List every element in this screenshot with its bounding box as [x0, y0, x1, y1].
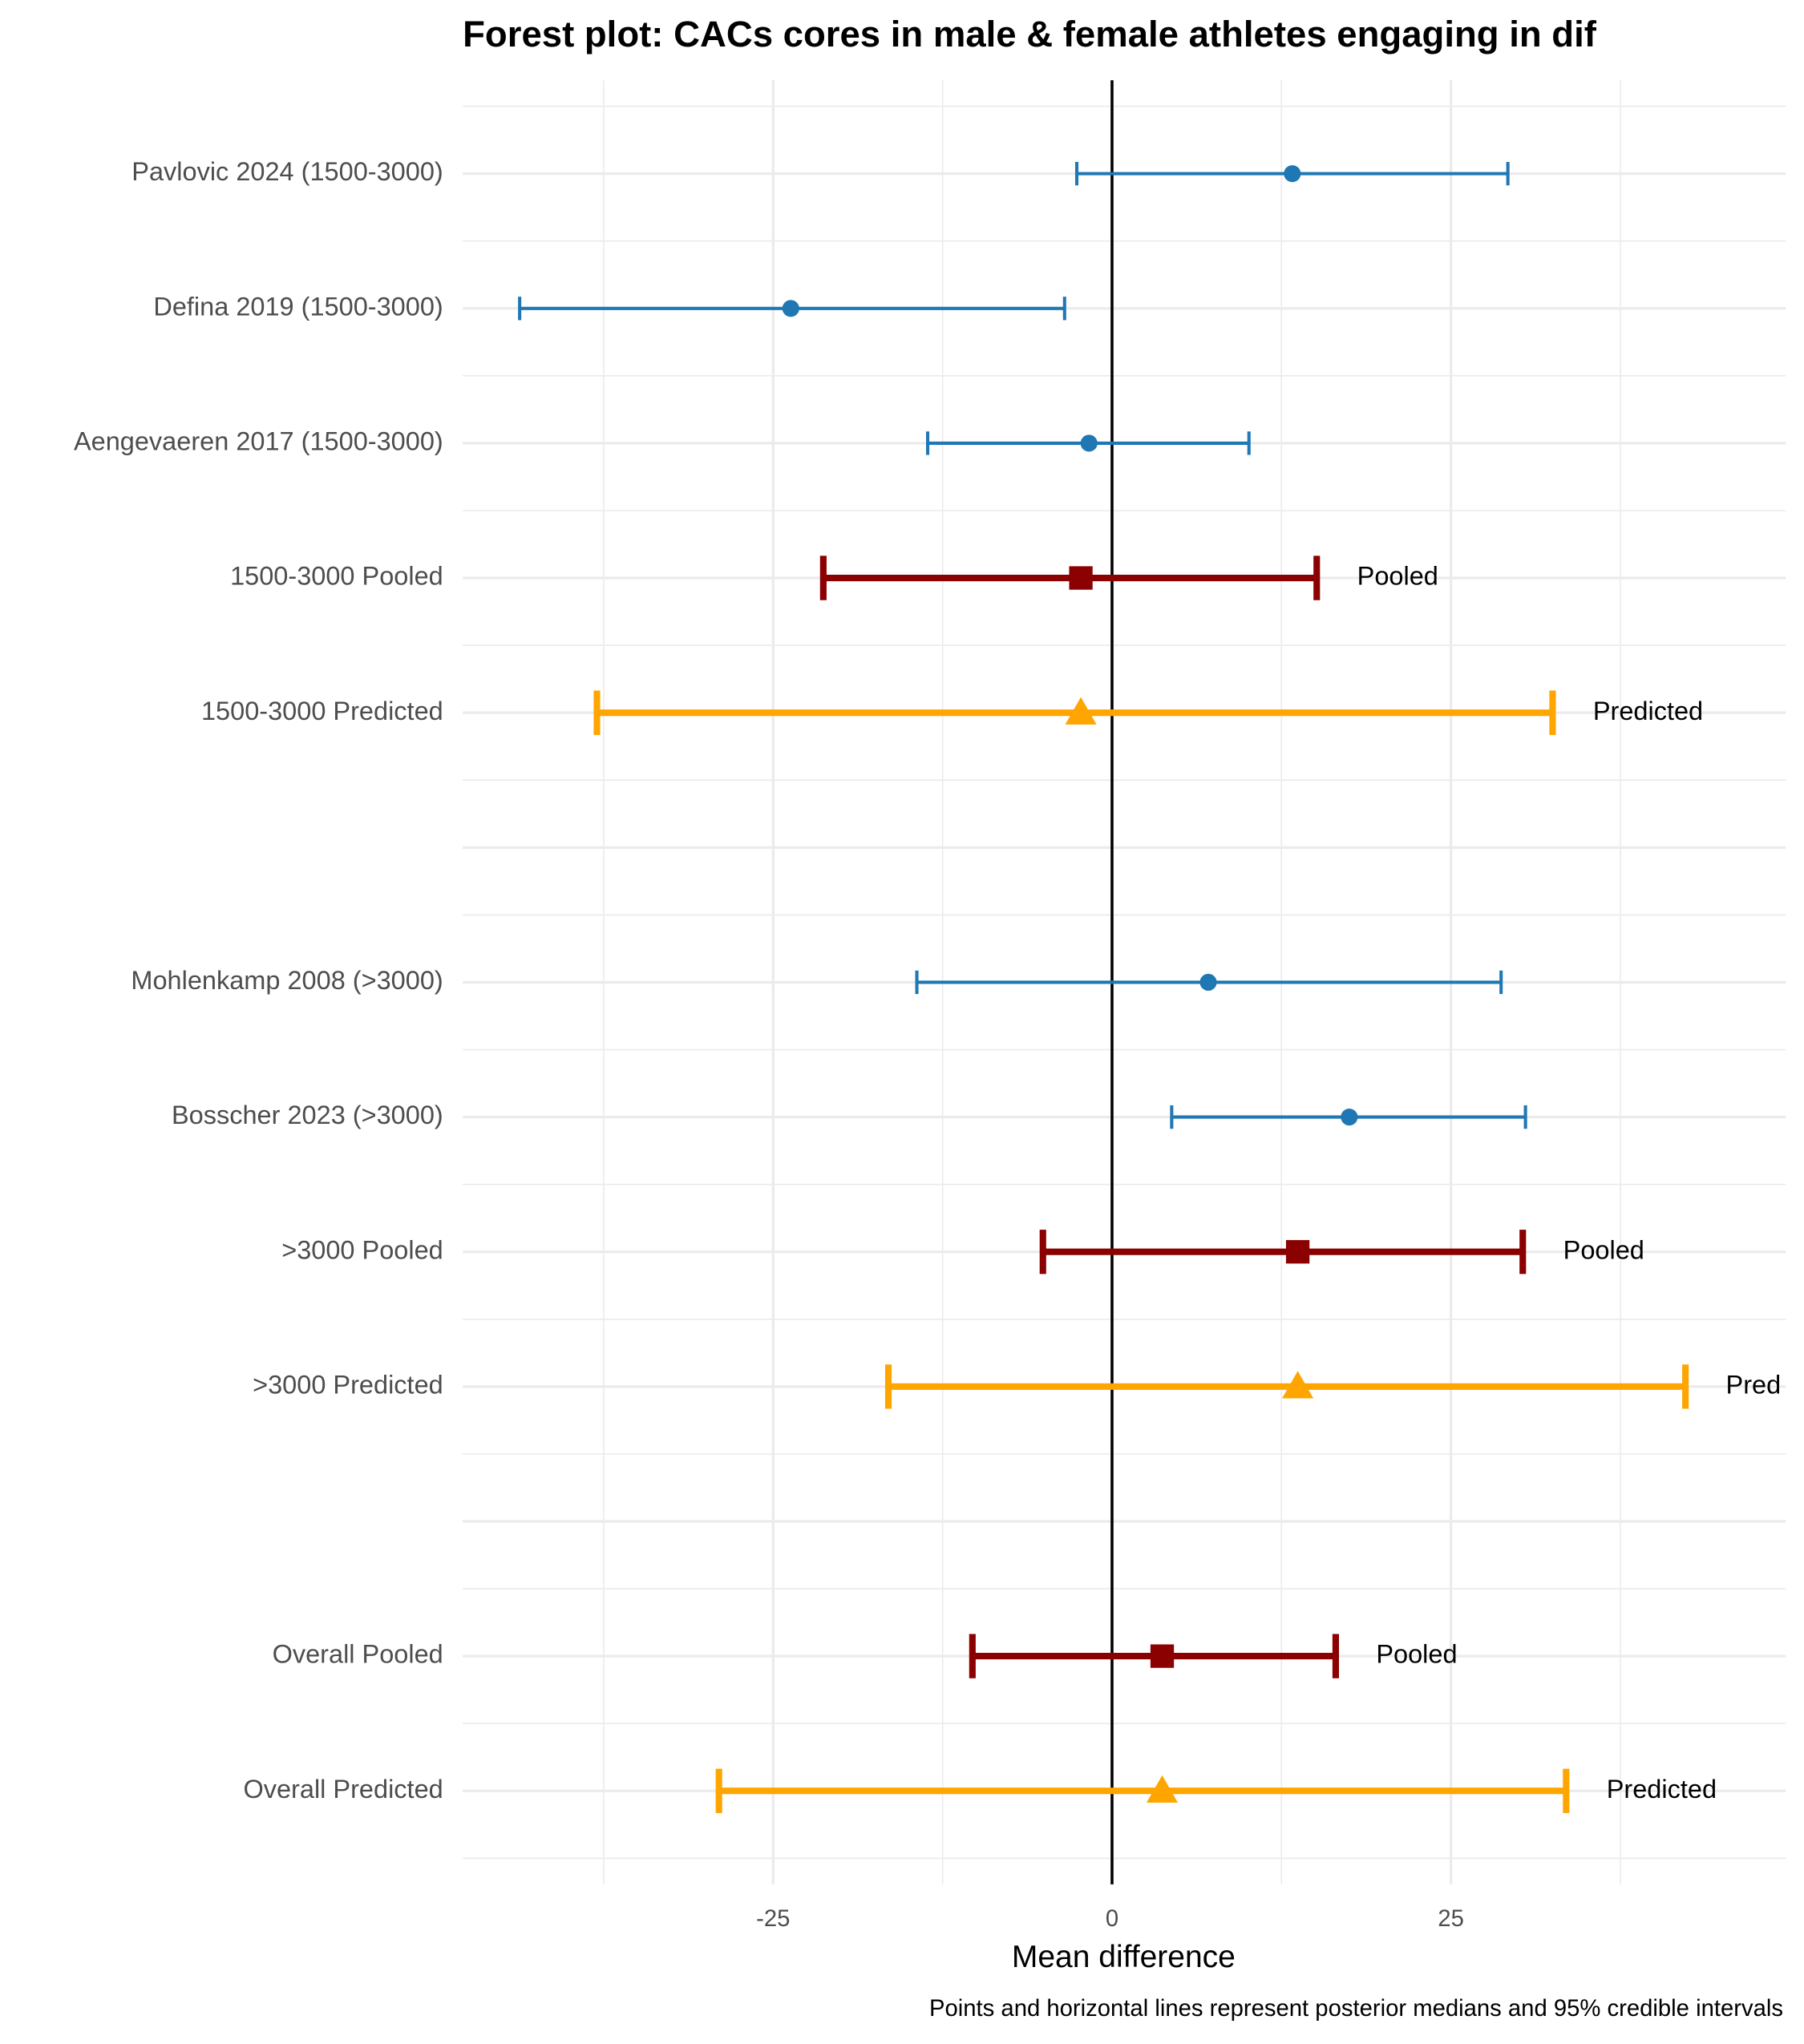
data-label: Predicted	[1607, 1775, 1717, 1804]
point	[1150, 1644, 1175, 1668]
caption: Points and horizontal lines represent po…	[929, 1996, 1783, 2022]
x-tick-label: 25	[1438, 1906, 1464, 1932]
data-label: Pooled	[1376, 1640, 1457, 1669]
point	[1069, 566, 1093, 590]
point	[1065, 697, 1097, 725]
data-label: Predicted	[1593, 697, 1703, 725]
y-tick-label: Bosscher 2023 (>3000)	[172, 1101, 443, 1129]
y-tick-label: 1500-3000 Predicted	[201, 697, 443, 725]
point	[1147, 1775, 1179, 1803]
y-tick-label: Pavlovic 2024 (1500-3000)	[131, 157, 443, 186]
x-tick-label: -25	[756, 1906, 790, 1932]
y-tick-label: Defina 2019 (1500-3000)	[153, 292, 443, 321]
data-label: Pred	[1726, 1370, 1782, 1399]
y-tick-label: >3000 Pooled	[281, 1235, 443, 1264]
point	[1284, 165, 1301, 183]
point	[1199, 973, 1217, 992]
y-tick-label: Mohlenkamp 2008 (>3000)	[131, 966, 443, 995]
y-tick-label: Aengevaeren 2017 (1500-3000)	[74, 427, 443, 456]
y-tick-label: Overall Pooled	[273, 1640, 443, 1669]
y-tick-label: 1500-3000 Pooled	[230, 562, 443, 591]
chart-title: Forest plot: CACs cores in male & female…	[463, 14, 1597, 55]
x-tick-label: 0	[1106, 1906, 1118, 1932]
y-tick-label: >3000 Predicted	[253, 1370, 443, 1399]
point	[1285, 1240, 1310, 1264]
point	[1080, 434, 1098, 452]
point	[1282, 1371, 1314, 1399]
point	[782, 300, 799, 317]
y-tick-label: Overall Predicted	[243, 1775, 443, 1804]
point	[1341, 1109, 1358, 1126]
x-axis-label: Mean difference	[1012, 1940, 1236, 1974]
data-label: Pooled	[1563, 1235, 1644, 1264]
data-label: Pooled	[1357, 562, 1438, 591]
